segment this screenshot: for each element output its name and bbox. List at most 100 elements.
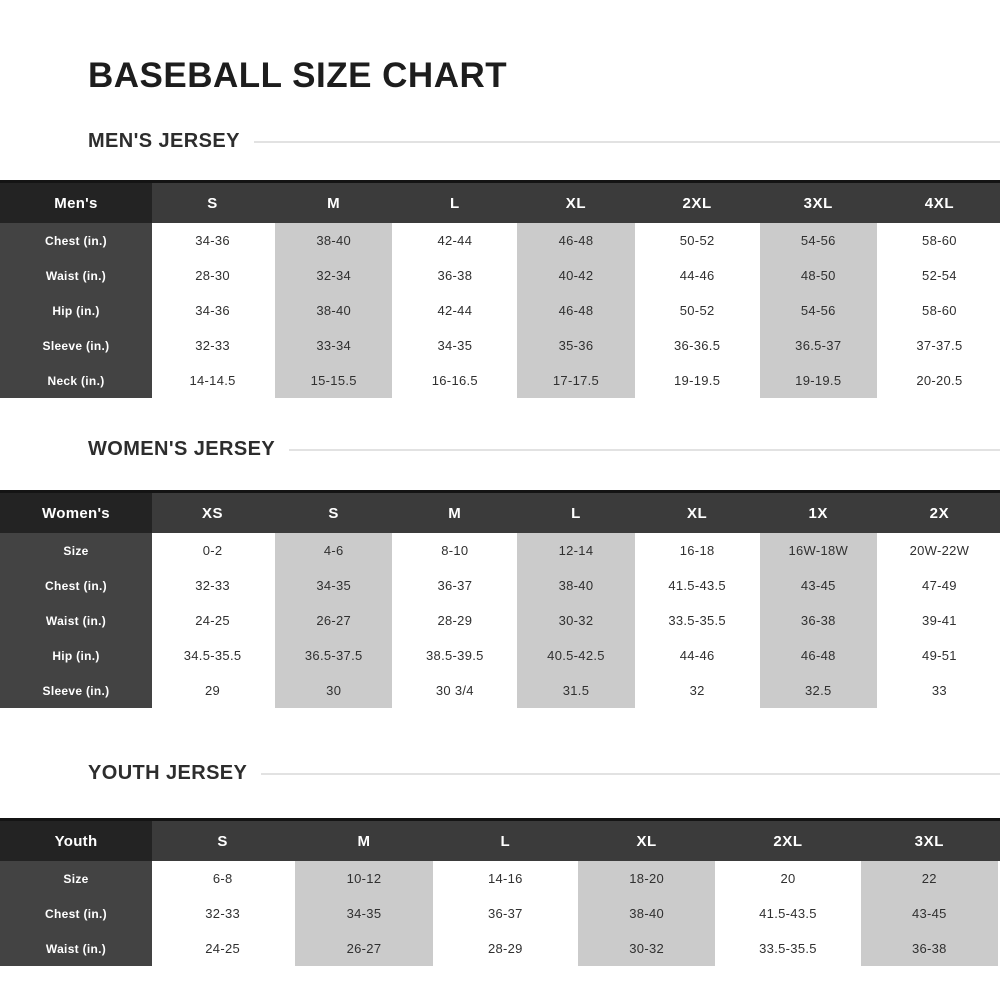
size-value-cell: 20-20.5: [878, 363, 1000, 398]
size-value-cell: 34-36: [152, 223, 274, 258]
size-value-cell: 36.5-37.5: [273, 638, 395, 673]
size-column-header: S: [152, 821, 294, 861]
section-divider: [261, 772, 1000, 775]
size-value-cell: 36-37: [394, 568, 516, 603]
size-value-cell: 50-52: [636, 223, 758, 258]
measurement-row-label: Size: [0, 861, 152, 896]
page-title: BASEBALL SIZE CHART: [88, 56, 508, 95]
size-value-cell: 34-35: [394, 328, 516, 363]
size-value-cell: 48-50: [757, 258, 879, 293]
size-column-header: L: [394, 183, 516, 223]
section-divider: [289, 448, 1000, 451]
size-value-cell: 26-27: [273, 603, 395, 638]
size-column-header: XS: [152, 493, 274, 533]
size-column-header: S: [152, 183, 274, 223]
size-column-header: M: [273, 183, 395, 223]
size-value-cell: 46-48: [757, 638, 879, 673]
size-value-cell: 43-45: [757, 568, 879, 603]
size-value-cell: 30 3/4: [394, 673, 516, 708]
table-row: Chest (in.) 32-33 34-35 36-37 38-40 41.5-43.5…: [0, 568, 1000, 603]
size-value-cell: 40.5-42.5: [515, 638, 637, 673]
size-value-cell: 44-46: [636, 258, 758, 293]
table-row: Waist (in.) 24-25 26-27 28-29 30-32 33.5-35.5…: [0, 931, 1000, 966]
size-column-header: L: [515, 493, 637, 533]
size-value-cell: 40-42: [515, 258, 637, 293]
size-value-cell: 32: [636, 673, 758, 708]
size-value-cell: 34-36: [152, 293, 274, 328]
size-value-cell: 26-27: [293, 931, 435, 966]
womens-section-heading: WOMEN'S JERSEY: [88, 438, 1000, 461]
size-value-cell: 6-8: [152, 861, 294, 896]
size-column-header: S: [273, 493, 395, 533]
size-value-cell: 43-45: [858, 896, 1000, 931]
size-column-header: 3XL: [757, 183, 879, 223]
size-value-cell: 20W-22W: [878, 533, 1000, 568]
size-value-cell: 42-44: [394, 223, 516, 258]
section-heading-label: YOUTH JERSEY: [88, 762, 248, 784]
size-value-cell: 41.5-43.5: [717, 896, 859, 931]
measurement-row-label: Sleeve (in.): [0, 328, 152, 363]
size-value-cell: 34-35: [293, 896, 435, 931]
table-row: Size 6-8 10-12 14-16 18-20 20 22: [0, 861, 1000, 896]
measurement-row-label: Waist (in.): [0, 931, 152, 966]
womens-jersey-table: Women's XS S M L XL 1X 2X Size 0-2 4-6 8-10 12-14 16-…: [0, 490, 1000, 708]
table-row: Waist (in.) 28-30 32-34 36-38 40-42 44-46 48-5…: [0, 258, 1000, 293]
size-column-header: L: [434, 821, 576, 861]
table-corner-label: Men's: [0, 183, 152, 223]
size-value-cell: 30-32: [575, 931, 718, 966]
mens-jersey-table: Men's S M L XL 2XL 3XL 4XL Chest (in.) 34-36 38-40…: [0, 180, 1000, 398]
section-heading-label: MEN'S JERSEY: [88, 130, 240, 152]
size-value-cell: 4-6: [273, 533, 395, 568]
size-column-header: 1X: [757, 493, 879, 533]
size-column-header: XL: [636, 493, 758, 533]
size-value-cell: 33-34: [273, 328, 395, 363]
table-row: Chest (in.) 34-36 38-40 42-44 46-48 50-52 54-5…: [0, 223, 1000, 258]
table-row: Chest (in.) 32-33 34-35 36-37 38-40 41.5-43.5…: [0, 896, 1000, 931]
size-value-cell: 28-30: [152, 258, 274, 293]
measurement-row-label: Waist (in.): [0, 258, 152, 293]
size-value-cell: 15-15.5: [273, 363, 395, 398]
size-value-cell: 19-19.5: [757, 363, 879, 398]
table-corner-label: Women's: [0, 493, 152, 533]
table-corner-label: Youth: [0, 821, 152, 861]
size-value-cell: 33.5-35.5: [636, 603, 758, 638]
measurement-row-label: Size: [0, 533, 152, 568]
measurement-row-label: Waist (in.): [0, 603, 152, 638]
size-value-cell: 17-17.5: [515, 363, 637, 398]
size-value-cell: 32-34: [273, 258, 395, 293]
size-value-cell: 44-46: [636, 638, 758, 673]
size-value-cell: 36-37: [434, 896, 576, 931]
size-value-cell: 22: [858, 861, 1000, 896]
measurement-row-label: Hip (in.): [0, 638, 152, 673]
size-value-cell: 18-20: [575, 861, 718, 896]
size-value-cell: 30: [273, 673, 395, 708]
size-value-cell: 28-29: [394, 603, 516, 638]
size-value-cell: 34-35: [273, 568, 395, 603]
youth-jersey-table: Youth S M L XL 2XL 3XL Size 6-8 10-12 14-16 18-20 20…: [0, 818, 1000, 966]
size-value-cell: 33: [878, 673, 1000, 708]
size-column-header: 2XL: [636, 183, 758, 223]
size-value-cell: 54-56: [757, 293, 879, 328]
size-value-cell: 28-29: [434, 931, 576, 966]
size-column-header: 2XL: [717, 821, 859, 861]
measurement-row-label: Hip (in.): [0, 293, 152, 328]
size-value-cell: 36-38: [757, 603, 879, 638]
size-value-cell: 39-41: [878, 603, 1000, 638]
size-value-cell: 0-2: [152, 533, 274, 568]
size-value-cell: 58-60: [878, 293, 1000, 328]
size-value-cell: 37-37.5: [878, 328, 1000, 363]
size-value-cell: 24-25: [152, 603, 274, 638]
measurement-row-label: Chest (in.): [0, 223, 152, 258]
size-value-cell: 32.5: [757, 673, 879, 708]
size-value-cell: 38-40: [273, 223, 395, 258]
size-value-cell: 46-48: [515, 293, 637, 328]
size-column-header: XL: [515, 183, 637, 223]
size-value-cell: 32-33: [152, 328, 274, 363]
size-column-header: 4XL: [878, 183, 1000, 223]
size-value-cell: 33.5-35.5: [717, 931, 859, 966]
size-value-cell: 31.5: [515, 673, 637, 708]
measurement-row-label: Chest (in.): [0, 568, 152, 603]
measurement-row-label: Neck (in.): [0, 363, 152, 398]
size-value-cell: 50-52: [636, 293, 758, 328]
